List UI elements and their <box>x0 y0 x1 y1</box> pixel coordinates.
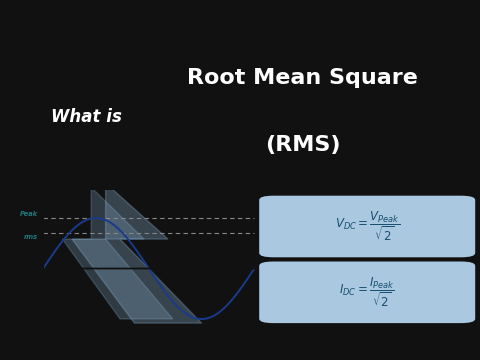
Text: Time: Time <box>278 266 298 271</box>
Text: Peak: Peak <box>20 211 38 217</box>
Text: What is: What is <box>51 108 122 126</box>
Polygon shape <box>72 183 202 323</box>
Text: Voltage: Voltage <box>48 193 78 198</box>
Text: rms: rms <box>24 234 38 240</box>
Polygon shape <box>62 187 173 319</box>
FancyBboxPatch shape <box>259 261 475 323</box>
Text: $I_{DC} = \dfrac{I_{Peak}}{\sqrt{2}}$: $I_{DC} = \dfrac{I_{Peak}}{\sqrt{2}}$ <box>339 275 395 309</box>
FancyBboxPatch shape <box>259 196 475 257</box>
Text: $V_{DC} = \dfrac{V_{Peak}}{\sqrt{2}}$: $V_{DC} = \dfrac{V_{Peak}}{\sqrt{2}}$ <box>335 210 400 243</box>
Text: Root Mean Square: Root Mean Square <box>187 68 418 88</box>
Text: (RMS): (RMS) <box>264 135 340 155</box>
